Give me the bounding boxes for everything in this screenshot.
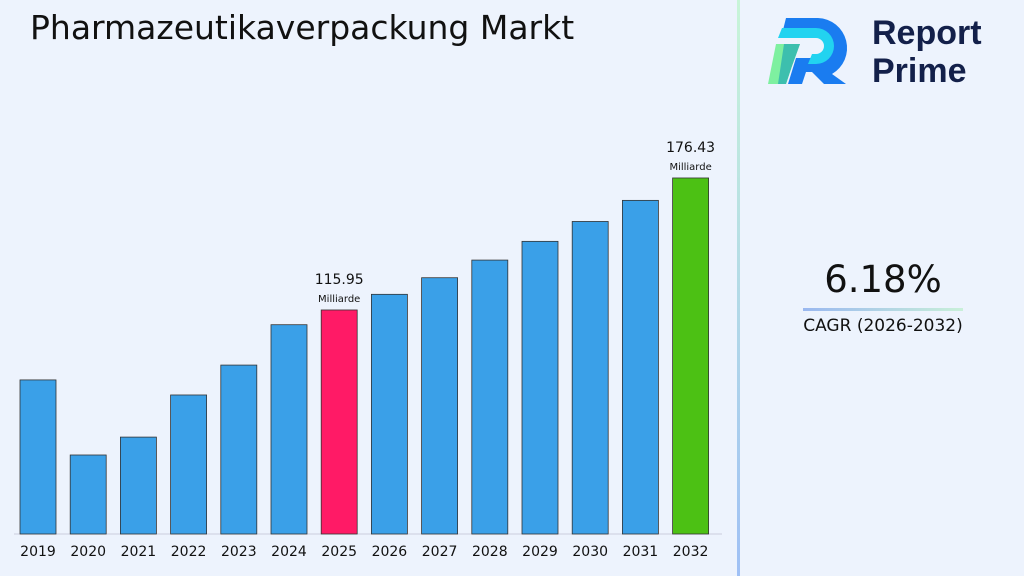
cagr-underline [803,308,963,311]
x-tick-label: 2029 [522,544,558,560]
bar-2028 [471,259,509,535]
x-tick-label: 2032 [673,544,709,560]
bar-2025 [320,309,358,535]
bar-2029 [521,240,559,535]
data-label-value: 176.43 [666,140,715,156]
x-tick-label: 2021 [121,544,157,560]
report-prime-logo [768,18,848,84]
x-tick-label: 2023 [221,544,257,560]
x-tick-label: 2030 [572,544,608,560]
bar-2027 [421,277,459,535]
bar-2020 [69,454,107,535]
x-tick-label: 2027 [422,544,458,560]
bar-2024 [270,324,308,535]
bar-2021 [120,436,157,535]
data-label-unit: Milliarde [669,162,711,173]
bar-2022 [170,394,208,535]
bar-chart: 2019 2020 2021 2022 2023 2024 2025 115.95 Millia… [14,140,722,560]
brand-line2: Prime [872,52,967,90]
x-tick-label: 2031 [623,544,659,560]
bar-2019 [19,379,57,535]
data-label-unit: Milliarde [318,294,360,305]
bar-2032 [672,177,709,535]
bar-2031 [622,199,659,535]
x-tick-label: 2019 [20,544,56,560]
x-tick-label: 2025 [321,544,357,560]
bar-2023 [220,364,258,535]
x-tick-label: 2026 [372,544,408,560]
x-tick-label: 2024 [271,544,307,560]
chart-title: Pharmazeutikaverpackung Markt [30,8,575,47]
x-tick-label: 2022 [171,544,207,560]
cagr-value: 6.18% [824,258,942,301]
cagr-label: CAGR (2026-2032) [803,316,963,336]
x-tick-label: 2020 [70,544,106,560]
x-tick-label: 2028 [472,544,508,560]
brand-line1: Report [872,14,982,52]
divider [737,0,740,576]
bar-2026 [370,293,408,535]
data-label-value: 115.95 [315,272,364,288]
bar-2030 [571,221,609,535]
